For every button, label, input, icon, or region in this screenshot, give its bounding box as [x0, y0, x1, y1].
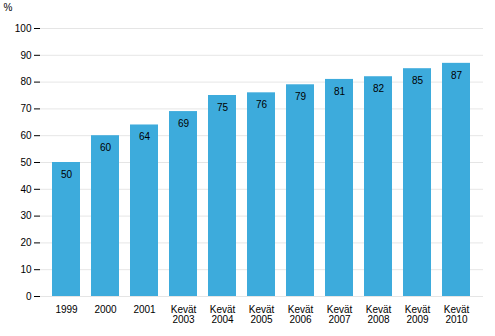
- svg-text:75: 75: [217, 102, 229, 113]
- svg-text:Kevät2007: Kevät2007: [327, 304, 353, 325]
- svg-text:64: 64: [139, 131, 151, 142]
- svg-text:Kevät2008: Kevät2008: [366, 304, 392, 325]
- svg-text:82: 82: [373, 83, 385, 94]
- svg-text:Kevät2009: Kevät2009: [405, 304, 431, 325]
- svg-text:20: 20: [20, 237, 32, 248]
- svg-text:81: 81: [334, 86, 346, 97]
- svg-text:69: 69: [178, 118, 190, 129]
- svg-text:Kevät2010: Kevät2010: [444, 304, 470, 325]
- svg-text:2001: 2001: [133, 304, 156, 315]
- svg-text:2000: 2000: [94, 304, 117, 315]
- svg-text:Kevät2003: Kevät2003: [171, 304, 197, 325]
- svg-text:60: 60: [20, 130, 32, 141]
- svg-text:10: 10: [20, 264, 32, 275]
- svg-text:79: 79: [295, 91, 307, 102]
- svg-text:60: 60: [100, 142, 112, 153]
- svg-text:50: 50: [20, 157, 32, 168]
- svg-text:0: 0: [26, 291, 32, 302]
- svg-text:87: 87: [451, 70, 463, 81]
- svg-text:76: 76: [256, 99, 268, 110]
- svg-text:50: 50: [61, 169, 73, 180]
- svg-text:Kevät2005: Kevät2005: [249, 304, 275, 325]
- svg-text:90: 90: [20, 50, 32, 61]
- svg-text:1999: 1999: [55, 304, 78, 315]
- svg-text:Kevät2006: Kevät2006: [288, 304, 314, 325]
- svg-text:70: 70: [20, 103, 32, 114]
- svg-text:30: 30: [20, 210, 32, 221]
- svg-text:80: 80: [20, 76, 32, 87]
- svg-text:40: 40: [20, 184, 32, 195]
- svg-text:100: 100: [15, 23, 32, 34]
- svg-text:%: %: [4, 2, 13, 13]
- svg-text:85: 85: [412, 75, 424, 86]
- svg-text:Kevät2004: Kevät2004: [210, 304, 236, 325]
